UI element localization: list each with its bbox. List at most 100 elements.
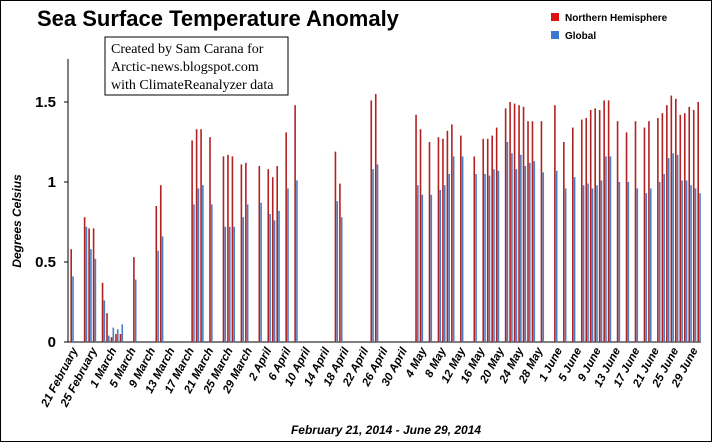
bar-northern-hemisphere <box>522 106 525 342</box>
bar-global <box>90 249 92 342</box>
bar-northern-hemisphere <box>437 137 440 342</box>
bar-global <box>497 170 500 342</box>
bar-global <box>134 279 137 342</box>
bar-global <box>493 169 495 342</box>
bar-northern-hemisphere <box>643 127 646 342</box>
bar-northern-hemisphere <box>133 257 135 342</box>
bar-global <box>421 194 424 342</box>
bar-northern-hemisphere <box>191 140 193 342</box>
bar-global <box>506 142 509 342</box>
bar-global <box>228 226 231 342</box>
legend-swatch-northern-hemisphere <box>551 13 559 21</box>
bar-northern-hemisphere <box>200 129 202 342</box>
bar-northern-hemisphere <box>648 121 650 342</box>
bar-global <box>475 174 477 342</box>
bar-global <box>439 190 442 342</box>
y-tick-label: 1 <box>48 174 56 191</box>
bar-northern-hemisphere <box>504 108 507 343</box>
bar-northern-hemisphere <box>634 121 637 342</box>
bar-northern-hemisphere <box>527 121 529 342</box>
y-tick-label: 0.5 <box>35 254 56 271</box>
bar-global <box>618 182 621 342</box>
bar-global <box>193 204 195 342</box>
bar-global <box>636 188 639 342</box>
bar-global <box>690 185 692 342</box>
bar-global <box>658 182 661 342</box>
bar-global <box>600 180 603 342</box>
bar-global <box>591 188 594 342</box>
bar-northern-hemisphere <box>374 94 377 342</box>
bar-northern-hemisphere <box>563 142 565 342</box>
bar-global <box>376 164 379 342</box>
bar-northern-hemisphere <box>285 132 287 342</box>
bar-global <box>417 185 419 342</box>
bar-global <box>676 154 679 342</box>
bar-northern-hemisphere <box>513 103 516 342</box>
bar-global <box>564 188 567 342</box>
bar-global <box>488 175 491 342</box>
bar-northern-hemisphere <box>482 138 485 342</box>
bar-global <box>694 188 697 342</box>
bar-northern-hemisphere <box>115 334 117 342</box>
bar-northern-hemisphere <box>119 334 122 342</box>
bar-northern-hemisphere <box>159 185 162 342</box>
bar-global <box>157 250 159 342</box>
bar-northern-hemisphere <box>271 177 274 342</box>
bar-northern-hemisphere <box>370 100 373 343</box>
bar-northern-hemisphere <box>267 169 270 342</box>
bar-northern-hemisphere <box>697 102 699 342</box>
bar-northern-hemisphere <box>209 137 211 342</box>
bar-northern-hemisphere <box>518 105 520 342</box>
bar-global <box>269 214 271 342</box>
bar-global <box>582 185 585 342</box>
bar-northern-hemisphere <box>598 110 601 342</box>
bar-global <box>529 162 531 342</box>
bar-global <box>430 194 433 342</box>
bar-northern-hemisphere <box>245 162 247 342</box>
bar-global <box>511 153 513 342</box>
bar-global <box>663 174 665 342</box>
bar-northern-hemisphere <box>603 100 605 343</box>
bar-global <box>121 324 124 342</box>
bar-global <box>336 201 339 342</box>
bar-northern-hemisphere <box>616 121 619 342</box>
bar-global <box>461 156 464 342</box>
bar-global <box>211 204 213 342</box>
bar-global <box>161 236 164 342</box>
bar-northern-hemisphere <box>339 183 341 342</box>
bar-northern-hemisphere <box>661 113 664 342</box>
bar-global <box>573 177 576 342</box>
bar-global <box>94 258 97 342</box>
bar-global <box>587 183 589 342</box>
bar-global <box>609 156 612 342</box>
bar-global <box>443 185 446 342</box>
credit-box-border <box>104 36 289 96</box>
credit-line-2: Arctic-news.blogspot.com <box>111 60 259 75</box>
bar-northern-hemisphere <box>276 166 279 342</box>
bar-northern-hemisphere <box>572 127 574 342</box>
bar-global <box>85 226 88 342</box>
bar-global <box>555 170 558 342</box>
bar-northern-hemisphere <box>625 132 628 342</box>
bar-global <box>596 185 598 342</box>
bar-northern-hemisphere <box>589 110 592 342</box>
bar-global <box>233 226 236 342</box>
bar-global <box>699 193 701 342</box>
credit-box: Created by Sam Carana for Arctic-news.bl… <box>104 36 289 96</box>
bar-northern-hemisphere <box>666 105 668 342</box>
chart-title: Sea Surface Temperature Anomaly <box>37 6 400 31</box>
bar-global <box>645 193 648 342</box>
bar-global <box>260 202 262 342</box>
credit-line-3: with ClimateReanalyzer data <box>111 78 274 93</box>
bar-northern-hemisphere <box>509 102 511 342</box>
bar-northern-hemisphere <box>531 121 534 342</box>
bar-northern-hemisphere <box>106 313 108 342</box>
bar-northern-hemisphere <box>70 249 72 342</box>
bar-global <box>108 335 110 342</box>
bar-global <box>246 204 249 342</box>
legend: Northern Hemisphere Global <box>551 13 668 42</box>
bar-northern-hemisphere <box>683 113 686 342</box>
bar-global <box>340 217 343 342</box>
